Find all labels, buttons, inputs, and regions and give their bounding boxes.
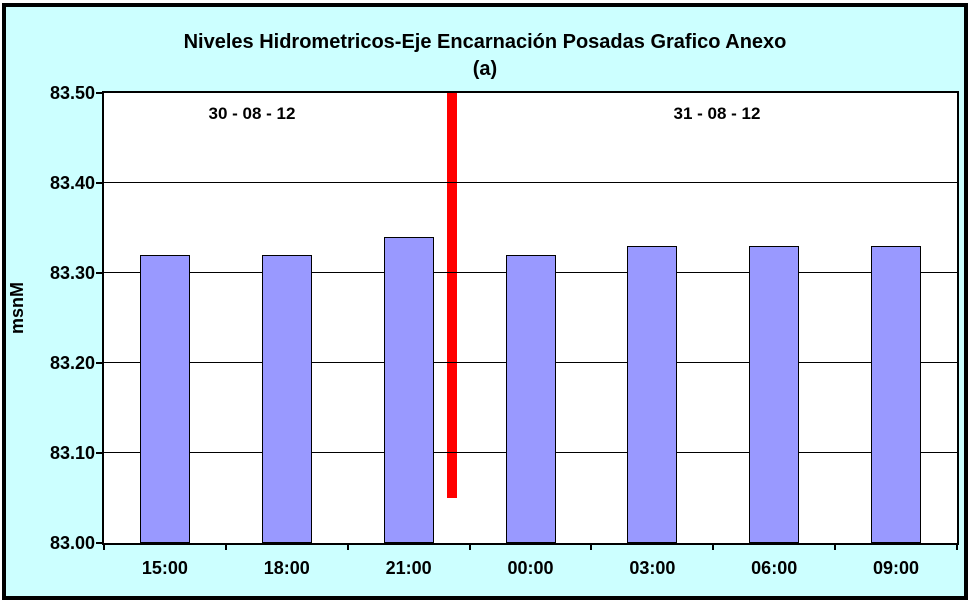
chart-subtitle: (a) [472, 58, 498, 80]
y-tick-mark [96, 542, 104, 544]
chart-frame: Niveles Hidrometricos-Eje Encarnación Po… [2, 3, 968, 600]
x-tick-label-15-00: 15:00 [141, 558, 188, 578]
x-tick-label-09-00: 09:00 [873, 558, 920, 578]
y-tick-mark [96, 92, 104, 94]
x-tick-label-18-00: 18:00 [263, 558, 310, 578]
plot-area [102, 91, 959, 545]
y-axis-title: msnM [7, 282, 27, 335]
gridline-83.40 [104, 182, 957, 183]
x-tick-mark [956, 543, 958, 550]
y-tick-mark [96, 362, 104, 364]
bar-00-00 [505, 255, 556, 543]
x-tick-label-00-00: 00:00 [507, 558, 554, 578]
x-tick-mark [834, 543, 837, 550]
x-tick-mark [224, 543, 227, 550]
day-divider-line [446, 93, 457, 498]
y-tick-mark [96, 272, 104, 274]
y-tick-mark [96, 182, 104, 184]
x-tick-mark [468, 543, 471, 550]
date-label-left: 30 - 08 - 12 [208, 104, 296, 123]
y-tick-mark [96, 452, 104, 454]
bar-09-00 [871, 246, 922, 543]
x-tick-mark [590, 543, 593, 550]
x-tick-mark [712, 543, 715, 550]
chart-title: Niveles Hidrometricos-Eje Encarnación Po… [183, 31, 787, 53]
x-tick-mark [346, 543, 349, 550]
y-tick-label-83.20: 83.20 [49, 353, 95, 373]
x-tick-mark [103, 543, 105, 550]
x-tick-label-21-00: 21:00 [385, 558, 432, 578]
date-label-right: 31 - 08 - 12 [673, 104, 761, 123]
bar-03-00 [627, 246, 678, 543]
bar-06-00 [749, 246, 800, 543]
x-tick-label-06-00: 06:00 [751, 558, 798, 578]
y-tick-label-83.10: 83.10 [49, 443, 95, 463]
y-tick-label-83.00: 83.00 [49, 533, 95, 553]
y-tick-label-83.50: 83.50 [49, 83, 95, 103]
bar-15-00 [139, 255, 190, 543]
chart-title-block: Niveles Hidrometricos-Eje Encarnación Po… [6, 29, 964, 83]
x-tick-label-03-00: 03:00 [629, 558, 676, 578]
y-tick-label-83.40: 83.40 [49, 173, 95, 193]
bar-18-00 [261, 255, 312, 543]
bar-21-00 [383, 237, 434, 543]
y-tick-label-83.30: 83.30 [49, 263, 95, 283]
